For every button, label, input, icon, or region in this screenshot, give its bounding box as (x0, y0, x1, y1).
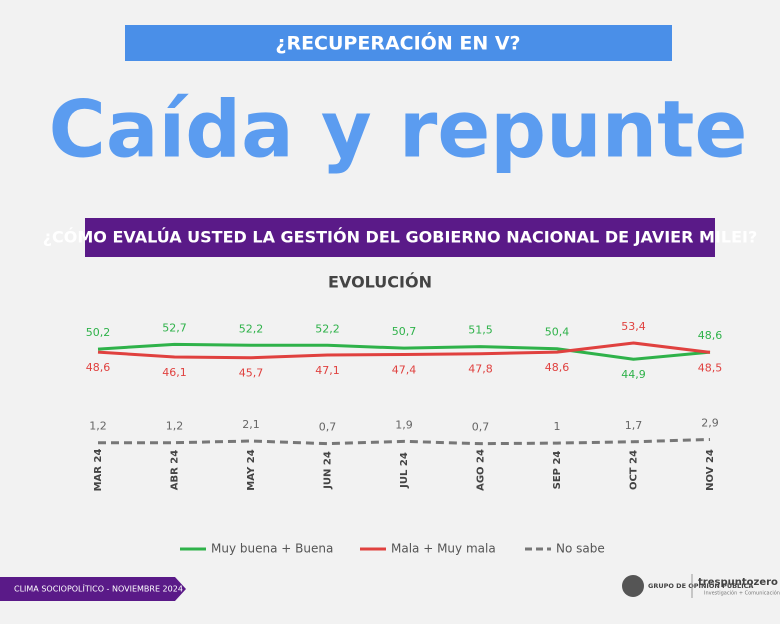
series-line (98, 437, 711, 446)
value-label: 52,2 (239, 322, 264, 335)
value-label: 50,7 (392, 325, 417, 338)
value-label: 47,1 (315, 364, 340, 377)
value-label: 50,2 (86, 326, 111, 339)
chart-title: ¿CÓMO EVALÚA USTED LA GESTIÓN DEL GOBIER… (43, 228, 757, 247)
x-tick-label: NOV 24 (705, 449, 716, 491)
value-label: 53,4 (621, 320, 646, 333)
legend-label: Mala + Muy mala (391, 542, 496, 556)
value-label: 48,6 (545, 361, 570, 374)
value-label: 1,2 (89, 420, 107, 433)
x-tick-label: SEP 24 (552, 451, 563, 490)
value-label: 0,7 (472, 421, 490, 434)
chart-subtitle: EVOLUCIÓN (328, 273, 432, 292)
logo-right: trespuntozero (698, 577, 778, 588)
x-tick-label: JUL 24 (399, 452, 410, 489)
logo-right-tag: Investigación + Comunicación (704, 590, 780, 597)
series-line (97, 341, 711, 360)
value-label: 47,8 (468, 363, 493, 376)
value-label: 2,9 (701, 416, 719, 429)
value-label: 48,5 (698, 361, 723, 374)
value-label: 47,4 (392, 363, 417, 376)
plot: MAR 24 ABR 24 MAY 24 JUN 24 JUL 24 AGO 24 SEP … (86, 320, 723, 491)
footer-note: CLIMA SOCIOPOLÍTICO - NOVIEMBRE 2024 (14, 583, 183, 594)
value-label: 52,7 (162, 321, 187, 334)
legend: Muy buena + Buena Mala + Muy mala No sabe (180, 542, 605, 556)
value-label: 1,7 (625, 419, 643, 432)
value-label: 50,4 (545, 326, 570, 339)
logo-left: GRUPO DE OPINIÓN PÚBLICA (648, 581, 753, 590)
legend-label: Muy buena + Buena (211, 542, 333, 556)
legend-label: No sabe (556, 542, 605, 556)
kicker: ¿RECUPERACIÓN EN V? (275, 31, 520, 55)
footer-banner (0, 577, 186, 601)
value-label: 52,2 (315, 322, 340, 335)
value-label: 51,5 (468, 324, 493, 337)
x-tick-label: JUN 24 (323, 451, 334, 490)
x-tick-label: MAR 24 (93, 449, 104, 492)
value-label: 0,7 (319, 421, 337, 434)
kicker-banner (125, 25, 672, 61)
question-banner (85, 218, 715, 257)
series-line (97, 342, 711, 361)
value-label: 1 (554, 420, 561, 433)
value-label: 46,1 (162, 366, 187, 379)
value-label: 45,7 (239, 367, 264, 380)
value-label: 44,9 (621, 368, 646, 381)
x-tick-label: MAY 24 (246, 449, 257, 490)
logo-icon (622, 575, 644, 597)
headline: Caída y repunte (49, 85, 748, 175)
x-tick-label: ABR 24 (170, 450, 181, 491)
value-label: 48,6 (698, 329, 723, 342)
value-label: 2,1 (242, 418, 260, 431)
x-tick-label: AGO 24 (476, 449, 487, 491)
value-label: 1,2 (166, 420, 184, 433)
value-label: 1,9 (395, 418, 413, 431)
value-label: 48,6 (86, 361, 111, 374)
x-tick-label: OCT 24 (629, 450, 640, 490)
